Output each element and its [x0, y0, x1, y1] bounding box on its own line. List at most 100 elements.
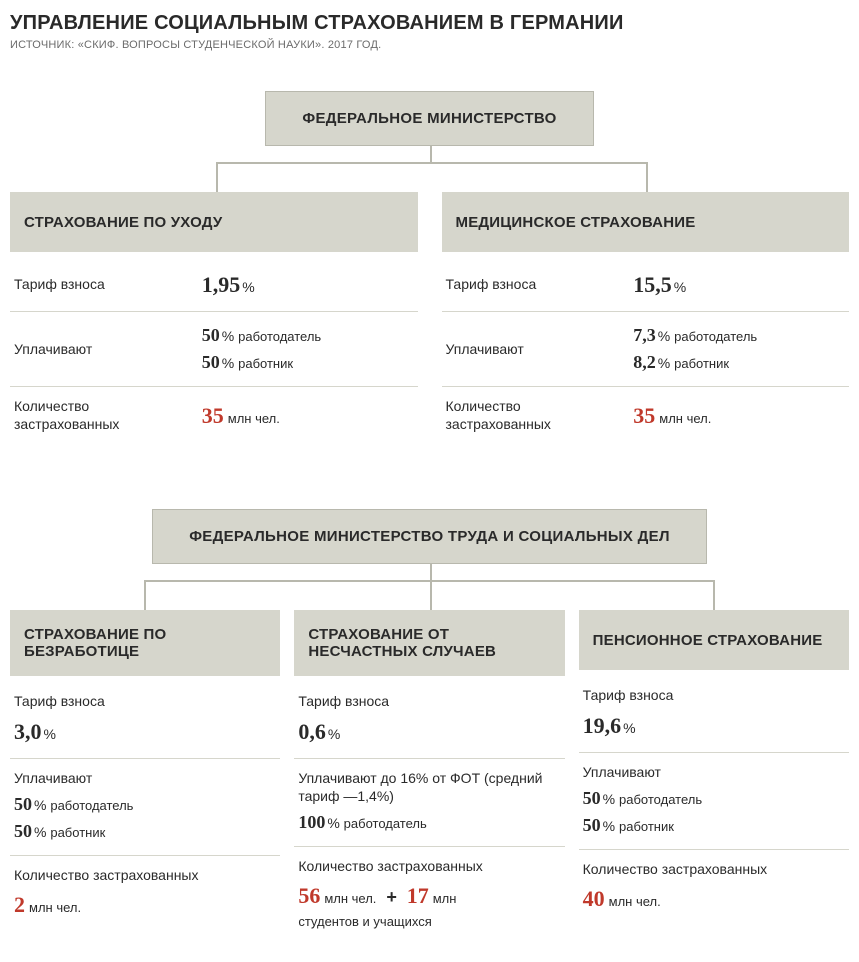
- metric-tariff: Тариф взноса 0,6%: [294, 682, 564, 758]
- pay-unit: %: [34, 797, 46, 813]
- tariff-unit: %: [242, 279, 254, 295]
- insured-num: 40: [583, 886, 605, 911]
- insured-unit: млн чел.: [659, 411, 711, 426]
- org-section-2: ФЕДЕРАЛЬНОЕ МИНИСТЕРСТВО ТРУДА И СОЦИАЛЬ…: [10, 509, 849, 941]
- pay-unit: %: [327, 815, 339, 831]
- metric-label: Количество застрахованных: [583, 860, 845, 878]
- pay-num: 50: [583, 788, 601, 808]
- tariff-unit: %: [674, 279, 686, 295]
- insured-num: 56: [298, 883, 320, 908]
- pay-unit: %: [34, 824, 46, 840]
- metric-paidby: Уплачивают до 16% от ФОТ (средний тариф …: [294, 759, 564, 847]
- tariff-value: 1,95: [202, 272, 241, 297]
- page-title: УПРАВЛЕНИЕ СОЦИАЛЬНЫМ СТРАХОВАНИЕМ В ГЕР…: [10, 12, 849, 35]
- pay-num: 50: [202, 325, 220, 345]
- metric-tariff: Тариф взноса 19,6%: [579, 676, 849, 752]
- card-title: СТРАХОВАНИЕ ПО БЕЗРАБОТИЦЕ: [10, 610, 280, 676]
- metric-paidby: Уплачивают 50% работодатель 50% работник: [10, 759, 280, 856]
- card-unemployment-insurance: СТРАХОВАНИЕ ПО БЕЗРАБОТИЦЕ Тариф взноса …: [10, 610, 280, 941]
- pay-who: работодатель: [238, 329, 321, 344]
- tariff-value: 0,6: [298, 719, 326, 744]
- connector-1: [10, 146, 849, 192]
- pay-who: работник: [238, 356, 293, 371]
- tariff-unit: %: [623, 720, 635, 736]
- insured-unit: млн чел.: [228, 411, 280, 426]
- insured-extra-num: 17: [407, 883, 429, 908]
- pay-who: работодатель: [344, 816, 427, 831]
- pay-num: 50: [202, 352, 220, 372]
- insured-unit: млн чел.: [609, 894, 661, 909]
- metric-paidby: Уплачивают 50% работодатель 50% работник: [10, 312, 418, 387]
- insured-unit: млн чел.: [29, 900, 81, 915]
- group2-row: СТРАХОВАНИЕ ПО БЕЗРАБОТИЦЕ Тариф взноса …: [10, 610, 849, 941]
- pay-num: 100: [298, 812, 325, 832]
- card-accident-insurance: СТРАХОВАНИЕ ОТ НЕСЧАСТНЫХ СЛУЧАЕВ Тариф …: [294, 610, 564, 941]
- pay-num: 7,3: [633, 325, 656, 345]
- metric-label: Количество застрахованных: [298, 857, 560, 875]
- metric-tariff: Тариф взноса 3,0%: [10, 682, 280, 758]
- insured-num: 2: [14, 892, 25, 917]
- pay-unit: %: [658, 355, 670, 371]
- pay-who: работник: [619, 819, 674, 834]
- pay-who: работник: [50, 825, 105, 840]
- pay-who: работодатель: [619, 792, 702, 807]
- metric-label: Тариф взноса: [14, 692, 276, 710]
- pay-unit: %: [222, 355, 234, 371]
- card-title: МЕДИЦИНСКОЕ СТРАХОВАНИЕ: [442, 192, 850, 252]
- metric-label: Уплачивают: [583, 763, 845, 781]
- metric-label: Уплачивают: [14, 340, 190, 358]
- insured-extra-note: студентов и учащихся: [298, 912, 560, 932]
- tariff-unit: %: [328, 726, 340, 742]
- pay-who: работодатель: [50, 798, 133, 813]
- pay-num: 8,2: [633, 352, 656, 372]
- card-title: ПЕНСИОННОЕ СТРАХОВАНИЕ: [579, 610, 849, 670]
- ministry-box-2: ФЕДЕРАЛЬНОЕ МИНИСТЕРСТВО ТРУДА И СОЦИАЛЬ…: [152, 509, 707, 564]
- pay-note: Уплачивают до 16% от ФОТ (средний тариф …: [298, 769, 560, 805]
- insured-num: 35: [633, 403, 655, 428]
- card-title: СТРАХОВАНИЕ ПО УХОДУ: [10, 192, 418, 252]
- metric-paidby: Уплачивают 50% работодатель 50% работник: [579, 753, 849, 850]
- insured-extra-unit: млн: [433, 891, 457, 906]
- ministry-box-1: ФЕДЕРАЛЬНОЕ МИНИСТЕРСТВО: [265, 91, 593, 146]
- tariff-value: 15,5: [633, 272, 672, 297]
- plus-icon: +: [386, 887, 397, 907]
- source-line: ИСТОЧНИК: «СКИФ. ВОПРОСЫ СТУДЕНЧЕСКОЙ НА…: [10, 39, 849, 51]
- pay-unit: %: [603, 791, 615, 807]
- tariff-value: 19,6: [583, 713, 622, 738]
- metric-paidby: Уплачивают 7,3% работодатель 8,2% работн…: [442, 312, 850, 387]
- metric-label: Количество застрахованных: [14, 397, 190, 433]
- metric-label: Уплачивают: [446, 340, 622, 358]
- card-care-insurance: СТРАХОВАНИЕ ПО УХОДУ Тариф взноса 1,95% …: [10, 192, 418, 443]
- card-medical-insurance: МЕДИЦИНСКОЕ СТРАХОВАНИЕ Тариф взноса 15,…: [442, 192, 850, 443]
- org-section-1: ФЕДЕРАЛЬНОЕ МИНИСТЕРСТВО СТРАХОВАНИЕ ПО …: [10, 91, 849, 443]
- pay-who: работодатель: [674, 329, 757, 344]
- metric-label: Количество застрахованных: [446, 397, 622, 433]
- pay-unit: %: [603, 818, 615, 834]
- metric-insured: Количество застрахованных 35 млн чел.: [442, 387, 850, 443]
- insured-num: 35: [202, 403, 224, 428]
- metric-label: Тариф взноса: [583, 686, 845, 704]
- metric-tariff: Тариф взноса 15,5%: [442, 258, 850, 312]
- group1-row: СТРАХОВАНИЕ ПО УХОДУ Тариф взноса 1,95% …: [10, 192, 849, 443]
- pay-unit: %: [222, 328, 234, 344]
- metric-label: Тариф взноса: [446, 275, 622, 293]
- metric-label: Тариф взноса: [14, 275, 190, 293]
- card-pension-insurance: ПЕНСИОННОЕ СТРАХОВАНИЕ Тариф взноса 19,6…: [579, 610, 849, 941]
- metric-label: Количество застрахованных: [14, 866, 276, 884]
- tariff-value: 3,0: [14, 719, 42, 744]
- metric-insured: Количество застрахованных 40 млн чел.: [579, 850, 849, 925]
- card-title: СТРАХОВАНИЕ ОТ НЕСЧАСТНЫХ СЛУЧАЕВ: [294, 610, 564, 676]
- metric-insured: Количество застрахованных 56млн чел. + 1…: [294, 847, 564, 942]
- metric-insured: Количество застрахованных 2 млн чел.: [10, 856, 280, 931]
- pay-num: 50: [14, 821, 32, 841]
- tariff-unit: %: [44, 726, 56, 742]
- metric-label: Тариф взноса: [298, 692, 560, 710]
- pay-unit: %: [658, 328, 670, 344]
- metric-insured: Количество застрахованных 35 млн чел.: [10, 387, 418, 443]
- pay-who: работник: [674, 356, 729, 371]
- metric-tariff: Тариф взноса 1,95%: [10, 258, 418, 312]
- pay-num: 50: [583, 815, 601, 835]
- pay-num: 50: [14, 794, 32, 814]
- connector-2: [10, 564, 849, 610]
- metric-label: Уплачивают: [14, 769, 276, 787]
